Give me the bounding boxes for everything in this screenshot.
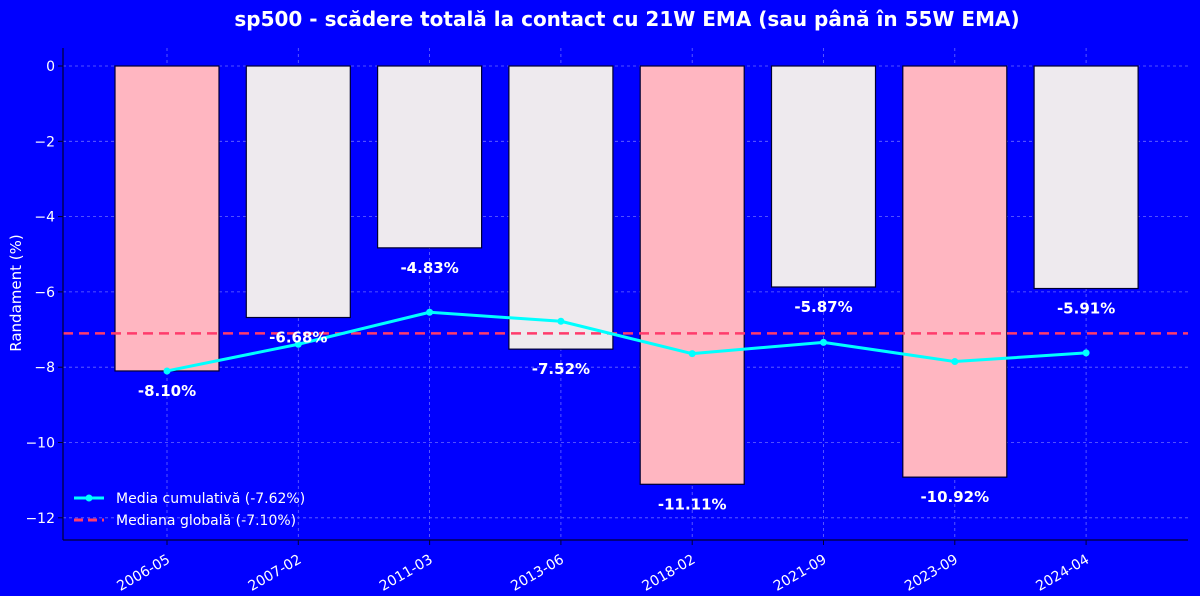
bar-value-label: -6.68% [269,329,327,347]
x-tick-label: 2013-06 [508,552,567,595]
legend: Media cumulativă (-7.62%) Mediana global… [74,491,305,529]
y-tick-label: −6 [34,285,55,301]
x-tick-label: 2018-02 [640,552,699,595]
y-tick-label: −10 [25,436,55,452]
legend-cumulative-label: Media cumulativă (-7.62%) [116,491,305,507]
y-tick-label: −12 [25,511,55,527]
bar-value-label: -5.91% [1057,300,1115,318]
bar [770,65,877,288]
cumulative-mean-point [557,317,565,325]
cumulative-mean-point [820,338,827,346]
x-tick-label: 2021-09 [771,552,830,595]
bar [245,65,351,319]
cumulative-mean-point [163,367,171,375]
x-tick-label: 2007-02 [246,552,305,595]
y-tick-label: −4 [34,210,55,226]
legend-cumulative-marker [85,494,93,502]
cumulative-mean-point [1082,349,1090,357]
x-tick-label: 2006-05 [114,552,173,595]
y-tick-label: 0 [46,59,55,75]
chart-title: sp500 - scădere totală la contact cu 21W… [234,7,1019,31]
bar-value-label: -5.87% [794,298,852,316]
bar [377,65,483,249]
y-tick-label: −8 [34,360,55,376]
legend-median-label: Mediana globală (-7.10%) [116,513,296,529]
bar [114,65,220,372]
y-tick-label: −2 [34,134,55,150]
x-tick-label: 2023-09 [902,552,961,595]
grid [63,48,1188,540]
bar [508,65,614,350]
bar-value-label: -4.83% [400,259,458,277]
cumulative-line-layer [163,308,1090,375]
bar-value-label: -7.52% [532,360,590,378]
cumulative-mean-line [166,310,1087,373]
bar-value-label: -8.10% [138,382,196,400]
bar-value-labels: -8.10% -6.68% -4.83% -7.52% -11.11% -5.87% -10… [138,259,1115,513]
y-axis-label: Randament (%) [7,234,25,351]
bar [639,65,745,485]
cumulative-mean-point [294,340,302,348]
cumulative-mean-point [426,308,434,316]
bar-value-label: -11.11% [658,495,727,513]
cumulative-mean-point [951,358,959,366]
bar [1033,65,1139,290]
x-tick-label: 2024-04 [1033,552,1092,595]
bar-value-label: -10.92% [920,488,989,506]
bar [902,65,1008,478]
bars [114,65,1139,485]
cumulative-mean-point [688,350,696,358]
x-tick-label: 2011-03 [377,552,436,595]
